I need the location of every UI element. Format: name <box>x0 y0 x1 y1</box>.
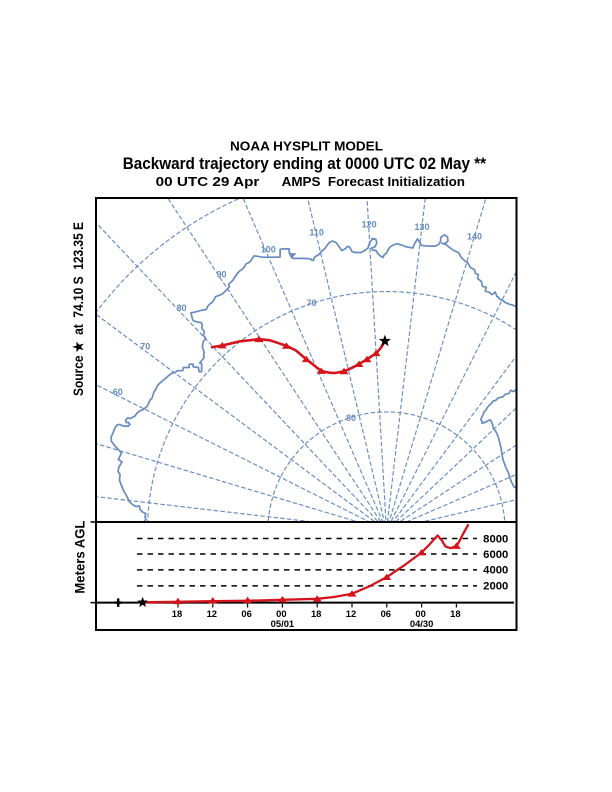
svg-text:60: 60 <box>113 387 123 397</box>
svg-text:NOAA HYSPLIT MODEL: NOAA HYSPLIT MODEL <box>230 139 383 154</box>
svg-text:04/30: 04/30 <box>410 618 433 629</box>
svg-text:12: 12 <box>207 608 217 619</box>
svg-text:18: 18 <box>172 608 182 619</box>
svg-text:70: 70 <box>306 298 316 308</box>
svg-text:00 UTC 29 Apr: 00 UTC 29 Apr <box>156 174 260 189</box>
svg-text:12: 12 <box>346 608 356 619</box>
svg-text:130: 130 <box>414 222 429 232</box>
svg-text:4000: 4000 <box>483 565 508 577</box>
svg-text:00: 00 <box>415 608 425 619</box>
svg-text:05/01: 05/01 <box>271 618 294 629</box>
svg-text:18: 18 <box>450 608 460 619</box>
svg-text:18: 18 <box>311 608 321 619</box>
svg-text:8000: 8000 <box>483 533 508 545</box>
svg-text:90: 90 <box>216 270 226 280</box>
svg-text:00: 00 <box>276 608 286 619</box>
svg-text:6000: 6000 <box>483 549 508 561</box>
svg-text:Backward trajectory ending at: Backward trajectory ending at 0000 UTC 0… <box>123 154 487 173</box>
svg-text:140: 140 <box>467 232 482 242</box>
svg-text:AMPS Forecast Initialization: AMPS Forecast Initialization <box>282 174 465 189</box>
svg-text:80: 80 <box>346 413 356 423</box>
svg-text:2000: 2000 <box>483 581 508 593</box>
svg-text:80: 80 <box>176 303 186 313</box>
svg-text:110: 110 <box>309 227 324 237</box>
svg-text:70: 70 <box>140 342 150 352</box>
svg-text:Source ★ at 74.10 S 123.35: Source ★ at 74.10 S 123.35 E <box>70 222 86 396</box>
svg-text:100: 100 <box>261 244 276 254</box>
svg-text:06: 06 <box>381 608 391 619</box>
svg-text:06: 06 <box>241 608 251 619</box>
svg-text:Meters AGL: Meters AGL <box>72 520 88 593</box>
svg-text:120: 120 <box>362 219 377 229</box>
